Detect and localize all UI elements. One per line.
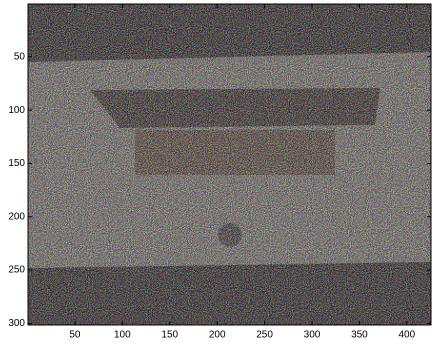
- chart: 50 100 150 200 250 300 350 400 50 100 150 200 250 300: [0, 0, 435, 346]
- x-tick-label: 300: [304, 330, 321, 341]
- x-tick-label: 250: [256, 330, 273, 341]
- x-tick-label: 150: [161, 330, 178, 341]
- image: [28, 4, 431, 325]
- x-tick-label: 350: [351, 330, 368, 341]
- x-tick-label: 400: [398, 330, 415, 341]
- y-tick-label: 150: [8, 158, 25, 169]
- x-tick-label: 200: [209, 330, 226, 341]
- y-tick-label: 250: [8, 265, 25, 276]
- y-tick-label: 50: [14, 51, 26, 62]
- y-tick-label: 200: [8, 211, 25, 222]
- y-tick-label: 300: [8, 318, 25, 329]
- x-tick-label: 50: [69, 330, 81, 341]
- y-tick-label: 100: [8, 105, 25, 116]
- x-tick-label: 100: [114, 330, 131, 341]
- image-noise: [28, 4, 431, 325]
